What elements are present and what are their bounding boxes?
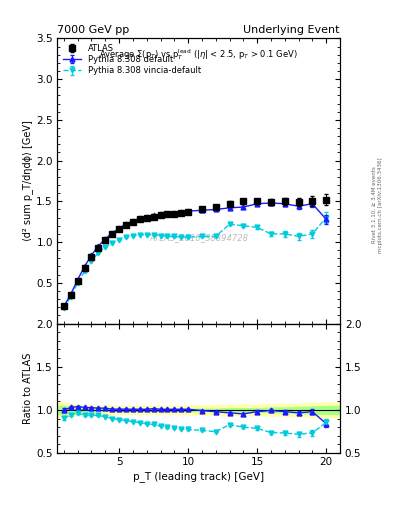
Text: Average $\Sigma$(p$_T$) vs p$_T^{\rm lead}$ ($|\eta|$ < 2.5, p$_T$ > 0.1 GeV): Average $\Sigma$(p$_T$) vs p$_T^{\rm lea… [99,47,298,62]
Text: Rivet 3.1.10, ≥ 3.4M events: Rivet 3.1.10, ≥ 3.4M events [372,166,376,243]
Text: 7000 GeV pp: 7000 GeV pp [57,25,129,35]
Text: mcplots.cern.ch [arXiv:1306.3436]: mcplots.cern.ch [arXiv:1306.3436] [378,157,383,252]
X-axis label: p_T (leading track) [GeV]: p_T (leading track) [GeV] [133,472,264,482]
Text: ATLAS_2010_S8894728: ATLAS_2010_S8894728 [149,233,248,243]
Text: Underlying Event: Underlying Event [243,25,340,35]
Y-axis label: Ratio to ATLAS: Ratio to ATLAS [24,353,33,424]
Y-axis label: ⟨d² sum p_T/dηdϕ⟩ [GeV]: ⟨d² sum p_T/dηdϕ⟩ [GeV] [22,120,33,241]
Legend: ATLAS, Pythia 8.308 default, Pythia 8.308 vincia-default: ATLAS, Pythia 8.308 default, Pythia 8.30… [59,41,204,79]
